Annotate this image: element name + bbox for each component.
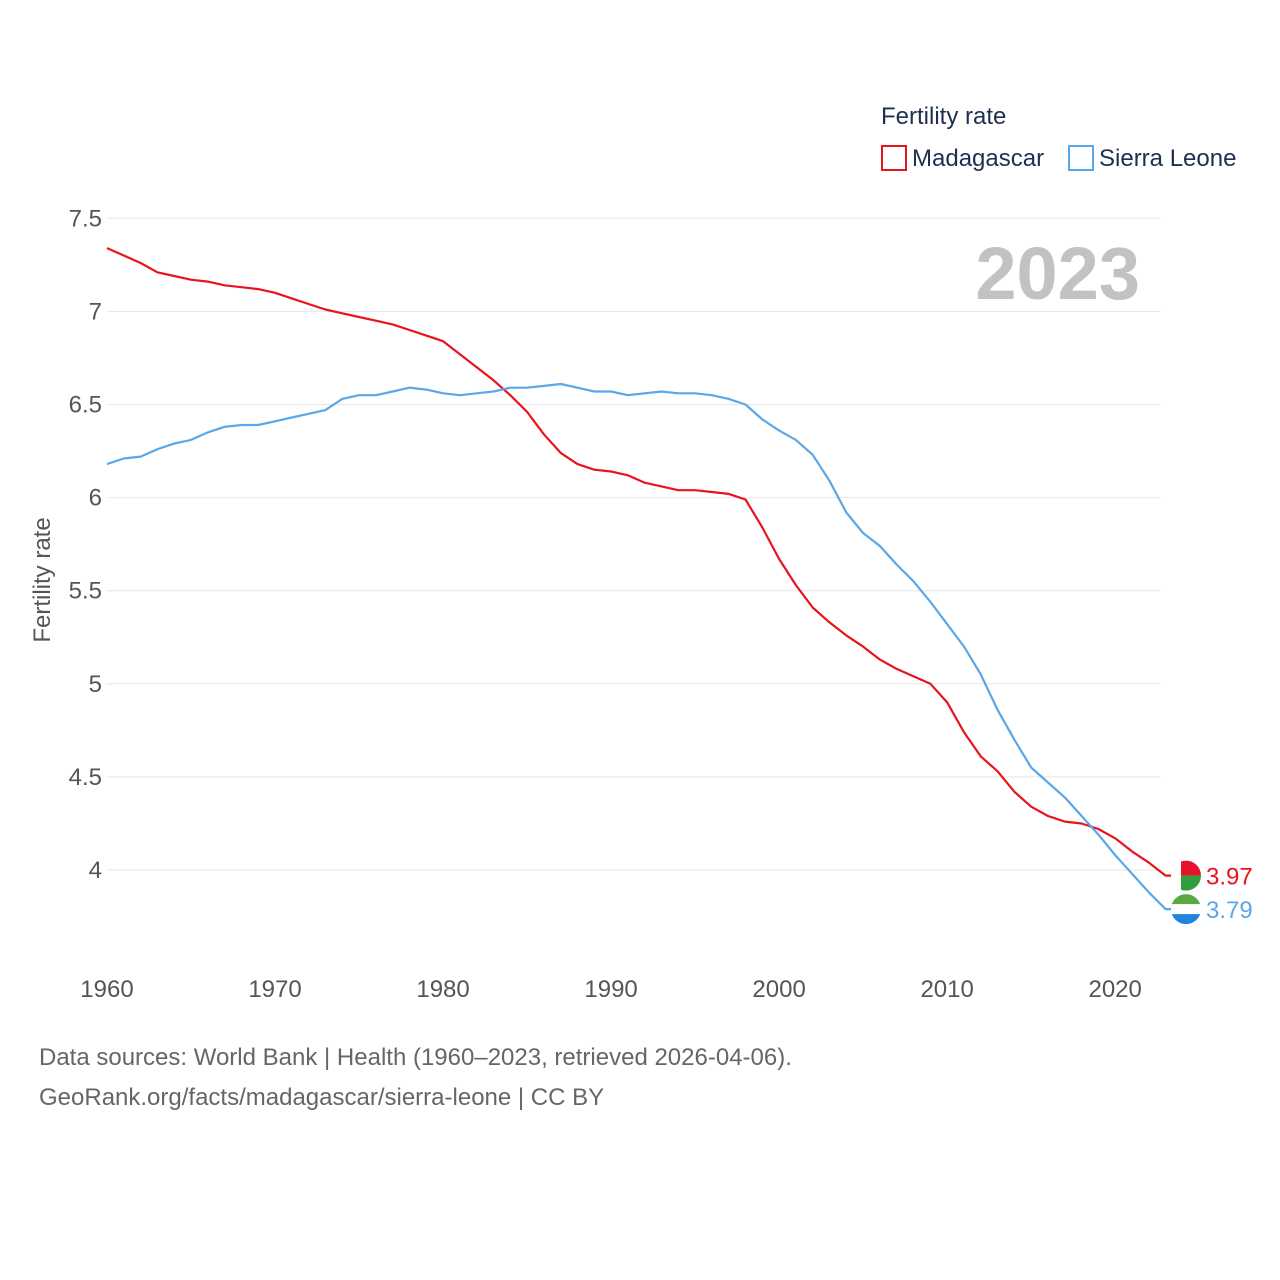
series-endpoints: 3.97 3.79 xyxy=(1171,860,1253,925)
year-stamp: 2023 xyxy=(975,232,1140,315)
y-tick-label: 6 xyxy=(89,485,102,512)
series-lines xyxy=(106,247,1172,911)
legend-title: Fertility rate xyxy=(881,103,1006,130)
footer-credit-link[interactable]: GeoRank.org/facts/madagascar/sierra-leon… xyxy=(39,1084,605,1111)
end-label-sierra-leone: 3.79 xyxy=(1206,897,1253,924)
x-tick-label: 2000 xyxy=(752,976,805,1003)
sierra-leone-flag-icon xyxy=(1171,894,1201,925)
legend-swatch-sierra-leone xyxy=(1068,145,1094,171)
y-tick-label: 6.5 xyxy=(69,392,102,419)
y-axis-ticks: 4 4.5 5 5.5 6 6.5 7 7.5 xyxy=(69,205,102,884)
x-tick-label: 1970 xyxy=(248,976,301,1003)
grid-lines xyxy=(107,217,1161,871)
y-tick-label: 5.5 xyxy=(69,578,102,605)
x-tick-label: 1960 xyxy=(80,976,133,1003)
y-tick-label: 5 xyxy=(89,671,102,698)
x-tick-label: 1980 xyxy=(416,976,469,1003)
legend-label-madagascar: Madagascar xyxy=(912,145,1044,172)
y-tick-label: 7.5 xyxy=(69,205,102,232)
x-tick-label: 1990 xyxy=(584,976,637,1003)
y-tick-label: 7 xyxy=(89,298,102,325)
y-axis-label: Fertility rate xyxy=(29,517,56,642)
legend: Fertility rate Madagascar Sierra Leone xyxy=(881,103,1236,172)
end-label-madagascar: 3.97 xyxy=(1206,864,1253,891)
footer-sources: Data sources: World Bank | Health (1960–… xyxy=(39,1044,792,1071)
y-tick-label: 4.5 xyxy=(69,764,102,791)
madagascar-flag-icon xyxy=(1171,860,1201,891)
series-line-madagascar xyxy=(106,247,1172,877)
legend-label-sierra-leone: Sierra Leone xyxy=(1099,145,1236,172)
x-tick-label: 2020 xyxy=(1088,976,1141,1003)
series-line-sierra-leone xyxy=(106,382,1172,911)
x-tick-label: 2010 xyxy=(920,976,973,1003)
x-axis-ticks: 1960 1970 1980 1990 2000 2010 2020 xyxy=(80,976,1142,1003)
legend-swatch-madagascar xyxy=(881,145,907,171)
y-tick-label: 4 xyxy=(89,857,102,884)
